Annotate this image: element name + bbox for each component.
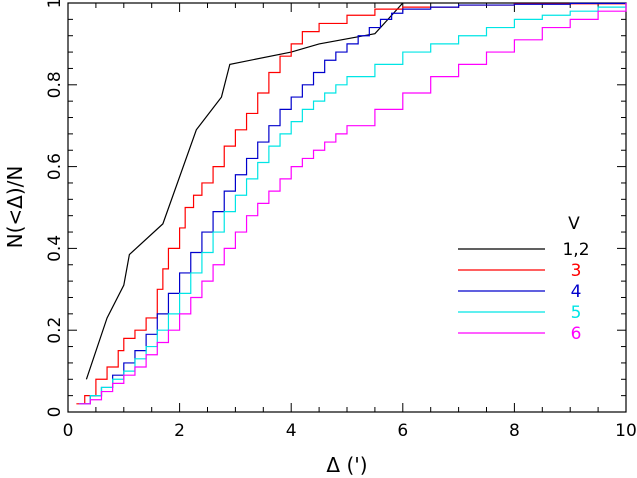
x-tick-label: 6 — [397, 421, 408, 441]
x-axis: 0 2 4 6 8 10 — [63, 3, 637, 441]
y-axis-label: N(<Δ)/N — [3, 166, 27, 249]
y-tick-label: 0.2 — [45, 317, 65, 344]
legend-title: V — [568, 214, 580, 234]
y-tick-label: 1 — [45, 0, 65, 8]
series-line-3 — [79, 2, 627, 405]
y-tick-label: 0.4 — [45, 235, 65, 262]
y-tick-label: 0 — [45, 407, 65, 418]
series-line-4 — [79, 3, 627, 405]
plot-frame — [67, 2, 627, 413]
legend-label-4: 5 — [571, 303, 582, 323]
legend-label-2: 3 — [571, 261, 582, 281]
series-line-5 — [79, 3, 627, 405]
series-line-2 — [76, 3, 627, 405]
series-layer — [76, 2, 627, 405]
x-tick-label: 0 — [63, 421, 74, 441]
legend-label-1: 1,2 — [562, 240, 589, 260]
legend-label-5: 6 — [571, 324, 582, 344]
y-tick-label: 0.8 — [45, 71, 65, 98]
legend-label-3: 4 — [571, 282, 582, 302]
series-line-1 — [85, 2, 404, 380]
x-axis-label: Δ (') — [326, 453, 367, 477]
x-tick-label: 4 — [286, 421, 297, 441]
x-tick-label: 2 — [174, 421, 185, 441]
y-tick-label: 0.6 — [45, 153, 65, 180]
y-axis: 0 0.2 0.4 0.6 0.8 1 — [45, 0, 626, 417]
x-tick-label: 8 — [509, 421, 520, 441]
x-tick-label: 10 — [615, 421, 637, 441]
